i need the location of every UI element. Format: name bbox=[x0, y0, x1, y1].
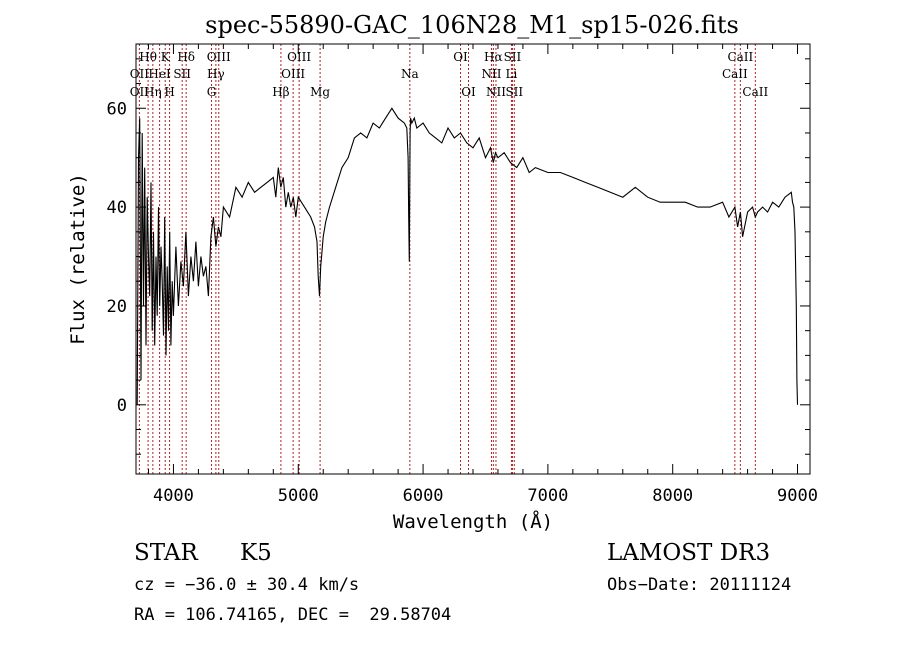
line-label-12: OIII bbox=[287, 50, 311, 64]
line-label-13: OIII bbox=[281, 67, 305, 81]
line-label-1: Hθ bbox=[139, 50, 157, 64]
x-tick-label-8000: 8000 bbox=[652, 486, 693, 506]
spectrum-series-line bbox=[136, 107, 799, 405]
line-label-10: Hγ bbox=[207, 67, 225, 81]
line-label-26: CaII bbox=[722, 67, 748, 81]
x-tick-label-6000: 6000 bbox=[403, 486, 444, 506]
x-tick-label-4000: 4000 bbox=[153, 486, 194, 506]
y-tick-label-20: 20 bbox=[107, 297, 127, 317]
y-tick-label-40: 40 bbox=[107, 198, 127, 218]
observation-date: Obs−Date: 20111124 bbox=[607, 575, 791, 595]
line-label-18: OI bbox=[461, 85, 476, 99]
line-label-21: NII bbox=[486, 85, 506, 99]
line-label-27: CaII bbox=[742, 85, 768, 99]
line-label-4: HeI bbox=[148, 67, 171, 81]
survey-name: LAMOST DR3 bbox=[607, 540, 770, 566]
line-label-17: OI bbox=[453, 50, 468, 64]
y-axis-label: Flux (relative) bbox=[67, 173, 89, 345]
x-tick-label-9000: 9000 bbox=[777, 486, 818, 506]
line-label-7: SII bbox=[173, 67, 191, 81]
x-axis-tick-labels: 4000 5000 6000 7000 8000 9000 bbox=[153, 486, 818, 506]
x-axis-label: Wavelength (Å) bbox=[393, 510, 553, 533]
emission-line-markers bbox=[138, 44, 756, 474]
line-label-20: NII bbox=[481, 67, 501, 81]
redshift-cz: cz = −36.0 ± 30.4 km/s bbox=[134, 575, 359, 595]
y-axis-ticks bbox=[136, 58, 810, 455]
object-class: STAR bbox=[134, 540, 198, 566]
line-label-24: SII bbox=[505, 85, 523, 99]
line-label-25: CaII bbox=[727, 50, 753, 64]
object-subclass: K5 bbox=[240, 540, 272, 566]
line-label-14: Hβ bbox=[272, 85, 289, 99]
y-axis-tick-labels: 0 20 40 60 bbox=[107, 99, 127, 416]
x-axis-ticks bbox=[147, 44, 799, 474]
line-label-0: OII bbox=[130, 85, 150, 99]
ra-dec-coordinates: RA = 106.74165, DEC = 29.58704 bbox=[134, 605, 451, 625]
line-label-23: Li bbox=[506, 67, 518, 81]
chart-title: spec-55890-GAC_106N28_M1_sp15-026.fits bbox=[205, 11, 739, 39]
line-label-15: Mg bbox=[310, 85, 330, 99]
line-label-8: Hδ bbox=[177, 50, 195, 64]
y-tick-label-0: 0 bbox=[117, 396, 127, 416]
x-tick-label-5000: 5000 bbox=[278, 486, 319, 506]
y-tick-label-60: 60 bbox=[107, 99, 127, 119]
plot-area-frame bbox=[135, 43, 811, 475]
line-label-3: Hη bbox=[144, 85, 162, 99]
line-label-16: Na bbox=[401, 67, 419, 81]
x-tick-label-7000: 7000 bbox=[527, 486, 568, 506]
line-label-2: OII bbox=[130, 67, 150, 81]
line-label-9: OIII bbox=[207, 50, 231, 64]
line-label-19: Hα bbox=[484, 50, 503, 64]
line-label-6: H bbox=[164, 85, 174, 99]
line-label-5: K bbox=[161, 50, 171, 64]
line-label-11: G bbox=[207, 85, 217, 99]
line-label-22: SII bbox=[504, 50, 522, 64]
